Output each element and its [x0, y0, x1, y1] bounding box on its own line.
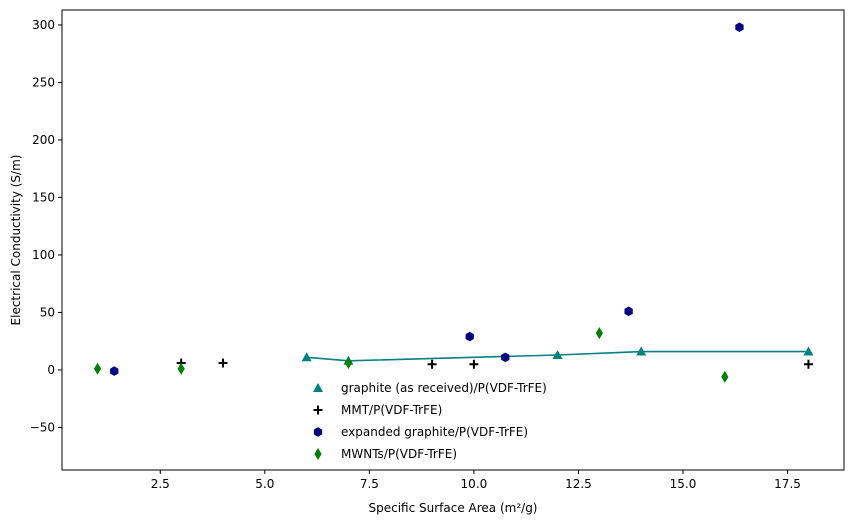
data-marks: [93, 22, 814, 383]
y-tick-label: 150: [32, 190, 55, 204]
graphite-point: [636, 346, 647, 356]
x-axis-title: Specific Surface Area (m²/g): [368, 501, 537, 515]
mwnts-point: [721, 370, 729, 383]
expanded-graphite-point: [110, 366, 119, 376]
expanded-graphite-point: [735, 22, 744, 33]
y-axis-ticks: −50 0 50 100 150 200 250 300: [30, 18, 62, 434]
y-tick-label: 200: [32, 133, 55, 147]
x-tick-label: 2.5: [151, 477, 170, 491]
graphite-legend-label: graphite (as received)/P(VDF-TrFE): [341, 381, 547, 395]
x-tick-label: 7.5: [360, 477, 379, 491]
mmt-point: [218, 358, 228, 368]
y-tick-label: 50: [40, 305, 55, 319]
legend: graphite (as received)/P(VDF-TrFE) MMT/P(…: [313, 381, 547, 461]
expanded-graphite-point: [624, 306, 633, 317]
plot-area: [62, 10, 844, 470]
x-tick-label: 17.5: [774, 477, 801, 491]
plot-frame: [61, 9, 845, 471]
expanded-graphite-legend-marker: [313, 427, 323, 437]
graphite-point: [552, 350, 563, 359]
graphite-point: [803, 346, 814, 356]
expanded-graphite-point: [501, 352, 510, 363]
mwnts-point: [93, 362, 102, 375]
y-tick-label: 300: [32, 18, 55, 32]
y-tick-label: 0: [47, 363, 55, 377]
expanded-graphite-point: [465, 331, 474, 342]
x-axis-ticks: 2.5 5.0 7.5 10.0 12.5 15.0 17.5: [151, 470, 801, 491]
mmt-legend-label: MMT/P(VDF-TrFE): [341, 403, 442, 417]
mmt-point: [469, 359, 479, 369]
mmt-point: [427, 359, 437, 369]
mmt-point: [803, 359, 813, 369]
graphite-legend-marker: [313, 383, 323, 392]
y-tick-label: 250: [32, 75, 55, 89]
y-tick-label: 100: [32, 248, 55, 262]
x-tick-label: 15.0: [670, 477, 697, 491]
y-axis-title: Electrical Conductivity (S/m): [9, 155, 23, 326]
y-tick-label: −50: [30, 420, 55, 434]
mmt-legend-marker: [313, 405, 323, 415]
expanded-graphite-legend-label: expanded graphite/P(VDF-TrFE): [341, 425, 528, 439]
x-tick-label: 5.0: [255, 477, 274, 491]
mwnts-point: [595, 327, 603, 340]
mwnts-point: [177, 362, 185, 375]
mwnts-point: [344, 357, 353, 370]
x-tick-label: 10.0: [461, 477, 488, 491]
graphite-point: [301, 352, 312, 362]
x-tick-label: 12.5: [565, 477, 592, 491]
mwnts-legend-label: MWNTs/P(VDF-TrFE): [341, 447, 457, 461]
mwnts-legend-marker: [314, 448, 322, 460]
